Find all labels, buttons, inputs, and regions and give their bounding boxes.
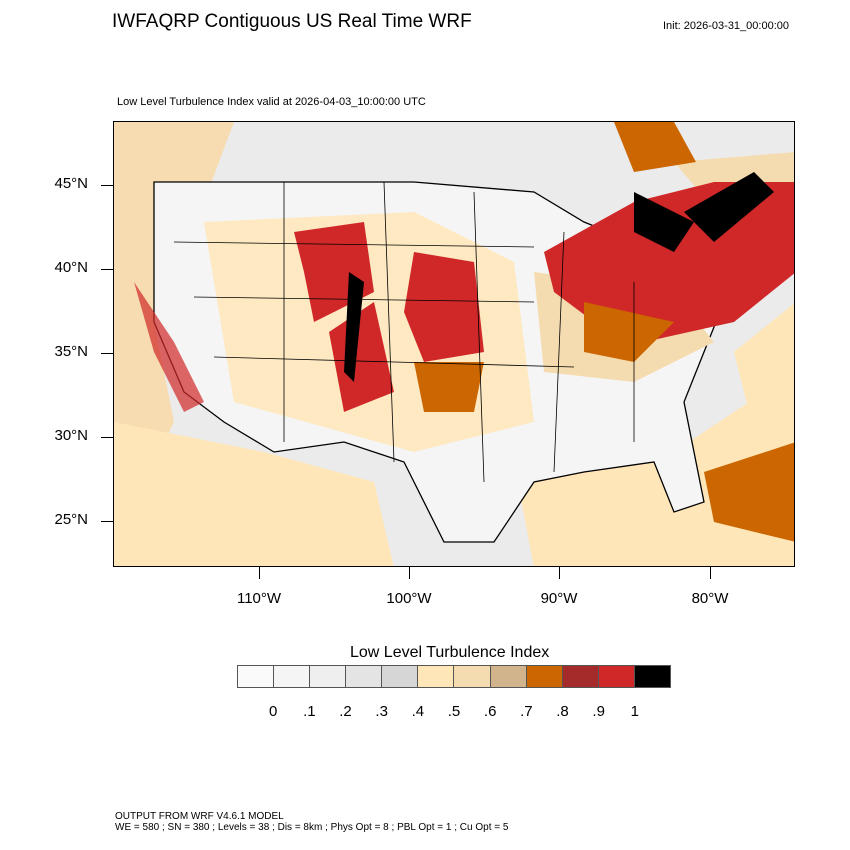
colorbar-box	[418, 666, 455, 687]
colorbar-label: .3	[375, 703, 388, 720]
colorbar-label: 1	[630, 703, 639, 720]
colorbar-label: .2	[339, 703, 352, 720]
colorbar-box	[382, 666, 419, 687]
lat-tick	[101, 269, 113, 270]
lon-tick	[409, 567, 410, 579]
model-info-footer: OUTPUT FROM WRF V4.6.1 MODEL WE = 580 ; …	[115, 811, 508, 833]
map-field	[114, 122, 794, 566]
lat-tick	[101, 353, 113, 354]
lat-label-35n: 35°N	[54, 343, 88, 360]
colorbar-label: .4	[411, 703, 425, 720]
colorbar-box	[310, 666, 347, 687]
lon-tick	[710, 567, 711, 579]
colorbar-label: .1	[303, 703, 316, 720]
lat-tick	[101, 185, 113, 186]
valid-time-subtitle: Low Level Turbulence Index valid at 2026…	[117, 96, 426, 108]
footer-line-1: OUTPUT FROM WRF V4.6.1 MODEL	[115, 811, 284, 822]
colorbar-box	[274, 666, 311, 687]
colorbar-box	[526, 666, 563, 687]
figure-title: IWFAQRP Contiguous US Real Time WRF	[112, 11, 472, 32]
colorbar-label: 0	[268, 703, 278, 720]
lat-label-25n: 25°N	[54, 511, 88, 528]
lat-label-40n: 40°N	[54, 259, 88, 276]
init-time: Init: 2026-03-31_00:00:00	[663, 20, 789, 32]
lon-label-90w: 90°W	[540, 590, 578, 607]
lat-label-45n: 45°N	[54, 175, 88, 192]
lon-tick	[259, 567, 260, 579]
colorbar	[237, 665, 671, 688]
footer-line-2: WE = 580 ; SN = 380 ; Levels = 38 ; Dis …	[115, 822, 509, 833]
lon-label-80w: 80°W	[691, 590, 729, 607]
colorbar-label: .5	[447, 703, 461, 720]
lon-label-100w: 100°W	[386, 590, 432, 607]
colorbar-box	[454, 666, 491, 687]
colorbar-box	[238, 666, 275, 687]
lat-label-30n: 30°N	[54, 427, 88, 444]
colorbar-label: .7	[520, 703, 533, 720]
colorbar-box	[562, 666, 599, 687]
colorbar-box	[634, 666, 670, 687]
colorbar-title: Low Level Turbulence Index	[350, 644, 550, 661]
lat-tick	[101, 437, 113, 438]
colorbar-box	[346, 666, 383, 687]
turbulence-map	[113, 121, 795, 567]
colorbar-label: .6	[483, 703, 497, 720]
lon-label-110w: 110°W	[236, 590, 282, 607]
colorbar-label: .8	[556, 703, 569, 720]
colorbar-box	[490, 666, 527, 687]
colorbar-box	[598, 666, 635, 687]
lat-tick	[101, 521, 113, 522]
colorbar-label: .9	[592, 703, 605, 720]
lon-tick	[559, 567, 560, 579]
